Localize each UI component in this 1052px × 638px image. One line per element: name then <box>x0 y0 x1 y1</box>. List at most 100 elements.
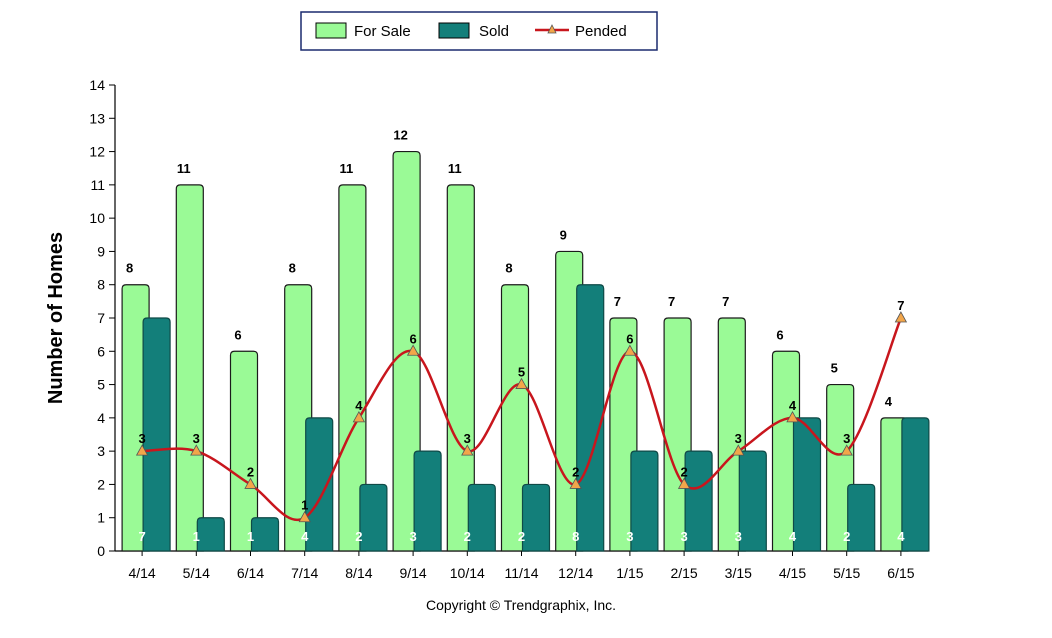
bar-sold-1-15 <box>630 450 659 552</box>
bar-for-sale-12-14 <box>555 250 584 552</box>
label-sold-4-14: 7 <box>138 529 145 544</box>
label-sold-5-15: 2 <box>843 529 850 544</box>
legend-box <box>300 11 658 51</box>
x-tick-label: 3/15 <box>725 565 752 581</box>
label-for-sale-5-15: 5 <box>831 361 838 376</box>
label-pended-2-15: 2 <box>680 464 687 479</box>
pended-marker-2-15 <box>677 477 691 489</box>
x-tick-label: 4/14 <box>128 565 155 581</box>
label-sold-9-14: 3 <box>409 529 416 544</box>
pended-marker-10-14 <box>461 444 474 456</box>
label-for-sale-2-15: 7 <box>668 294 675 309</box>
label-sold-5-14: 1 <box>193 529 200 544</box>
bars <box>121 150 930 552</box>
bar-sold-12-14 <box>576 284 605 552</box>
x-tick-label: 5/14 <box>183 565 210 581</box>
pended-marker-8-14 <box>352 411 366 423</box>
bar-sold-10-14 <box>467 483 496 552</box>
label-sold-10-14: 2 <box>464 529 471 544</box>
label-pended-5-15: 3 <box>843 431 850 446</box>
label-for-sale-9-14: 12 <box>393 128 407 143</box>
y-tick-label: 14 <box>89 77 105 93</box>
label-pended-8-14: 4 <box>355 398 363 413</box>
label-for-sale-6-15: 4 <box>885 394 893 409</box>
label-pended-9-14: 6 <box>409 331 416 346</box>
legend-label-pended: Pended <box>575 23 627 40</box>
label-for-sale-8-14: 11 <box>340 161 354 176</box>
pended-marker-6-15 <box>894 311 908 323</box>
bar-sold-8-14 <box>359 483 388 552</box>
bar-for-sale-1-15 <box>609 317 638 552</box>
pended-marker-5-15 <box>840 444 853 456</box>
label-sold-1-15: 3 <box>626 529 633 544</box>
y-axis-title: Number of Homes <box>45 232 67 404</box>
x-tick-label: 6/14 <box>237 565 264 581</box>
label-pended-3-15: 3 <box>735 431 742 446</box>
pended-marker-6-14 <box>244 477 257 489</box>
label-for-sale-4-15: 6 <box>776 327 783 342</box>
x-tick-label: 11/14 <box>505 565 539 581</box>
label-sold-6-14: 1 <box>247 529 254 544</box>
label-for-sale-1-15: 7 <box>614 294 621 309</box>
label-sold-4-15: 4 <box>789 529 797 544</box>
legend-swatch-for-sale <box>315 22 347 39</box>
x-tick-label: 8/14 <box>345 565 372 581</box>
y-tick-label: 4 <box>97 410 105 426</box>
label-for-sale-12-14: 9 <box>560 227 567 242</box>
copyright-text: Copyright © Trendgraphix, Inc. <box>426 597 616 613</box>
label-pended-4-15: 4 <box>789 398 797 413</box>
label-pended-5-14: 3 <box>193 431 200 446</box>
legend-label-for-sale: For Sale <box>354 23 411 40</box>
legend-swatch-sold <box>438 22 470 39</box>
x-tick-label: 4/15 <box>779 565 806 581</box>
bar-for-sale-11-14 <box>500 284 530 552</box>
pended-line <box>142 317 903 522</box>
y-tick-label: 11 <box>90 177 105 193</box>
y-tick-label: 13 <box>89 110 105 126</box>
label-sold-6-15: 4 <box>897 529 905 544</box>
y-tick-label: 7 <box>97 310 105 326</box>
y-tick-label: 6 <box>97 343 105 359</box>
bar-for-sale-5-15 <box>826 383 855 552</box>
y-tick-label: 2 <box>97 476 105 492</box>
label-pended-11-14: 5 <box>518 365 525 380</box>
x-tick-label: 1/15 <box>616 565 643 581</box>
x-tick-label: 7/14 <box>291 565 318 581</box>
label-pended-1-15: 6 <box>626 331 633 346</box>
pended-marker-4-15 <box>786 411 799 423</box>
y-tick-label: 5 <box>97 377 105 393</box>
pended-marker-9-14 <box>406 344 420 356</box>
bar-for-sale-4-15 <box>771 350 801 552</box>
label-pended-6-14: 2 <box>247 464 254 479</box>
label-sold-11-14: 2 <box>518 529 525 544</box>
bar-for-sale-5-14 <box>175 184 204 552</box>
label-for-sale-10-14: 11 <box>448 161 462 176</box>
label-sold-3-15: 3 <box>735 529 742 544</box>
label-pended-4-14: 3 <box>138 431 145 446</box>
bar-for-sale-10-14 <box>446 184 475 552</box>
y-tick-label: 10 <box>89 210 105 226</box>
label-for-sale-4-14: 8 <box>126 261 133 276</box>
legend-marker-pended <box>547 24 557 34</box>
label-for-sale-6-14: 6 <box>234 327 241 342</box>
y-tick-label: 0 <box>97 543 105 559</box>
legend-label-sold: Sold <box>479 23 509 40</box>
bar-sold-7-14 <box>305 417 334 552</box>
y-tick-label: 3 <box>97 443 105 459</box>
x-tick-label: 12/14 <box>558 565 593 581</box>
pended-marker-12-14 <box>569 477 582 489</box>
bar-sold-3-15 <box>738 450 767 552</box>
pended-marker-3-15 <box>732 444 745 456</box>
pended-marker-5-14 <box>190 444 203 456</box>
pended-marker-1-15 <box>623 344 637 356</box>
y-tick-label: 12 <box>89 144 105 160</box>
pended-marker-7-14 <box>298 510 311 523</box>
x-tick-label: 2/15 <box>670 565 697 581</box>
y-tick-label: 1 <box>97 510 105 526</box>
bar-sold-2-15 <box>684 450 713 552</box>
y-tick-label: 9 <box>97 243 105 259</box>
bar-for-sale-3-15 <box>717 317 746 552</box>
bar-for-sale-6-14 <box>229 350 259 552</box>
